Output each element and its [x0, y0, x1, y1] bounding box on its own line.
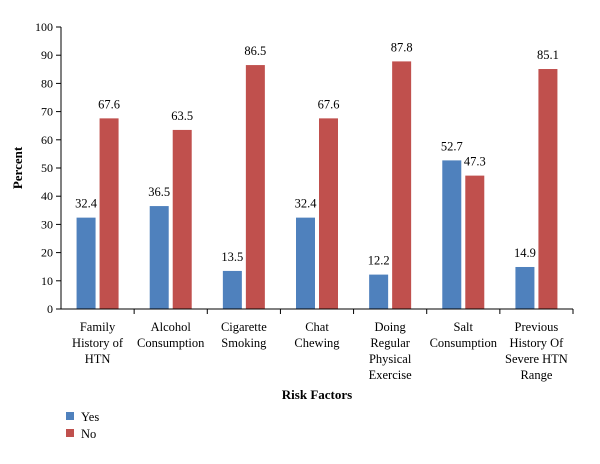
data-label: 67.6 — [98, 97, 120, 111]
y-tick-label: 100 — [35, 20, 53, 34]
bar-yes — [222, 270, 242, 309]
bar-no — [245, 65, 265, 309]
category-label: Cigarette Smoking — [221, 320, 267, 350]
legend-swatch-no — [66, 429, 74, 437]
data-label: 87.8 — [391, 40, 413, 54]
y-tick-label: 10 — [41, 274, 53, 288]
data-label: 32.4 — [75, 197, 98, 211]
bar-yes — [296, 217, 315, 309]
bar-yes — [369, 274, 389, 309]
bar-yes — [76, 217, 96, 309]
y-tick-label: 40 — [41, 189, 53, 203]
legend-label-yes: Yes — [81, 410, 99, 424]
y-axis: 0 10 20 30 40 50 60 70 80 90 100 — [35, 20, 61, 316]
bar-yes — [149, 206, 169, 309]
data-label: 13.5 — [221, 250, 243, 264]
bar-no — [392, 61, 412, 310]
bar-no — [319, 118, 338, 309]
y-tick-label: 30 — [41, 217, 53, 231]
category-label: Previous History Of Severe HTN Range — [505, 320, 568, 382]
bar-no — [172, 129, 192, 309]
bar-no — [99, 118, 119, 309]
legend-swatch-yes — [66, 412, 74, 420]
y-tick-label: 0 — [47, 302, 53, 316]
bar-yes — [515, 266, 535, 309]
bar-no — [538, 69, 558, 309]
y-axis-title: Percent — [10, 146, 25, 189]
data-labels: 32.4 67.6 36.5 63.5 13.5 86.5 32.4 67.6 12.2 87.8… — [75, 40, 559, 267]
legend-label-no: No — [81, 427, 96, 441]
category-label: Alcohol Consumption — [137, 320, 205, 350]
data-label: 36.5 — [148, 185, 170, 199]
data-label: 67.6 — [318, 97, 340, 111]
data-label: 14.9 — [514, 246, 536, 260]
data-label: 32.4 — [295, 197, 318, 211]
data-label: 52.7 — [441, 139, 463, 153]
data-label: 63.5 — [171, 109, 193, 123]
y-tick-label: 70 — [41, 105, 53, 119]
data-label: 47.3 — [464, 155, 486, 169]
bar-yes — [442, 160, 462, 309]
legend: Yes No — [66, 410, 99, 441]
category-label: Family History of HTN — [72, 320, 124, 366]
y-tick-label: 80 — [41, 76, 53, 90]
bars — [76, 61, 558, 310]
y-tick-label: 90 — [41, 48, 53, 62]
category-label: Salt Consumption — [430, 320, 498, 350]
data-label: 86.5 — [244, 44, 266, 58]
category-label: Chat Chewing — [294, 320, 340, 350]
data-label: 12.2 — [368, 254, 390, 268]
y-tick-label: 60 — [41, 133, 53, 147]
bar-no — [465, 175, 485, 309]
x-axis: Family History of HTN Alcohol Consumption Cig… — [72, 309, 574, 382]
data-label: 85.1 — [537, 48, 559, 62]
y-tick-label: 20 — [41, 246, 53, 260]
y-tick-label: 50 — [41, 161, 53, 175]
x-axis-title: Risk Factors — [282, 387, 352, 402]
category-label: Doing Regular Physical Exercise — [369, 320, 412, 382]
